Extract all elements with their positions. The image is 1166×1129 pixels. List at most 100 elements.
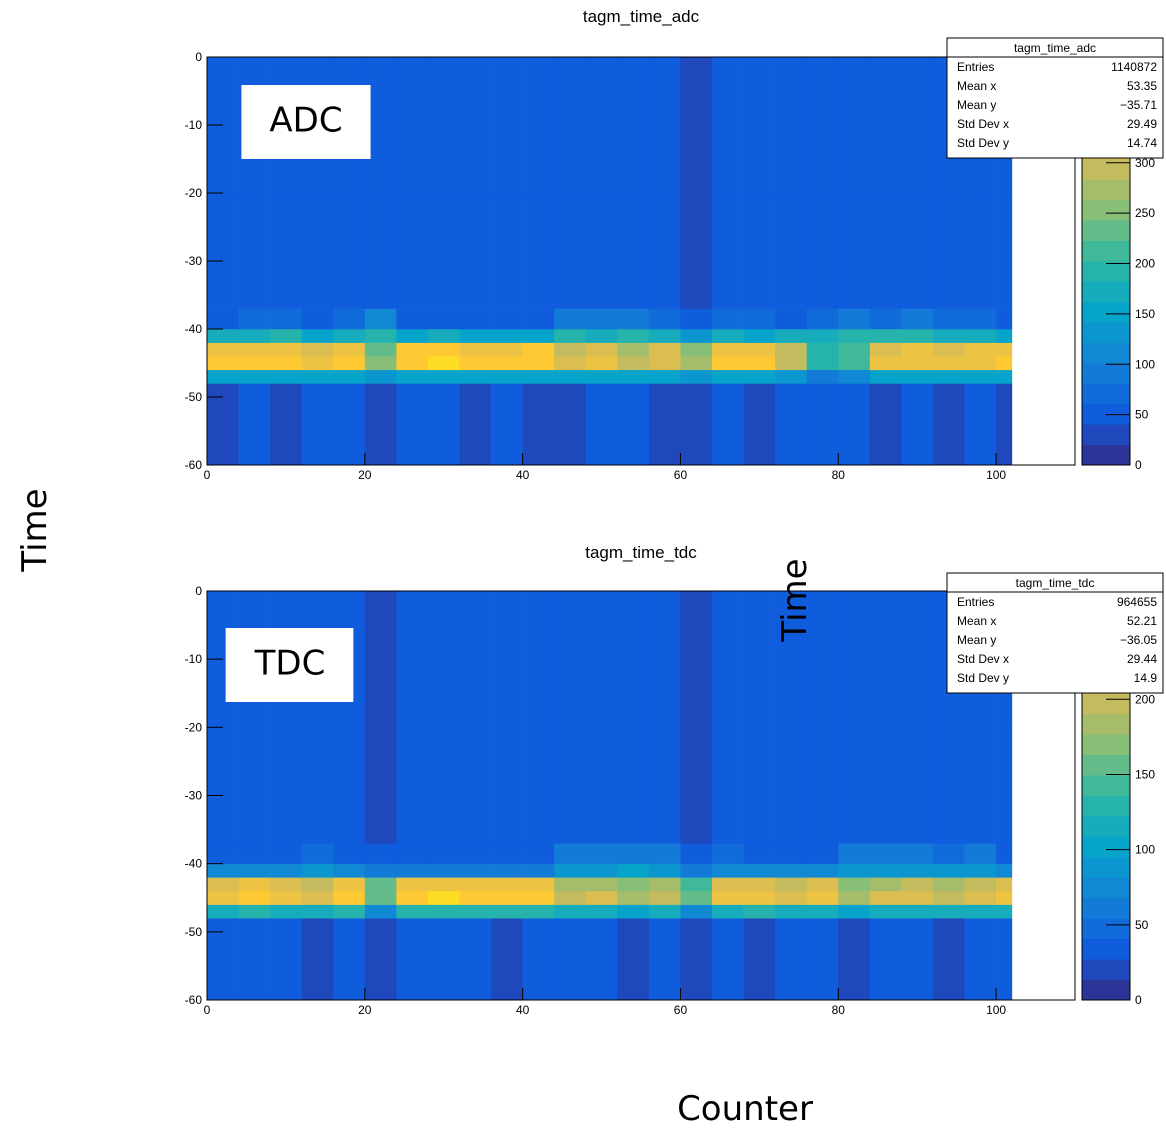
heatmap-cell xyxy=(301,843,334,864)
heatmap-cell xyxy=(996,727,1013,844)
y-tick-label: -50 xyxy=(185,390,203,404)
heatmap-cell xyxy=(364,383,397,466)
heatmap-cell xyxy=(427,890,460,905)
heatmap-cell xyxy=(459,193,492,309)
heatmap-cell xyxy=(396,342,429,357)
heatmap-cell xyxy=(491,843,523,864)
heatmap-cell xyxy=(964,918,997,1001)
stats-value: 14.74 xyxy=(1127,136,1157,150)
heatmap-cell xyxy=(333,918,366,1001)
heatmap-cell xyxy=(491,383,523,466)
heatmap-cell xyxy=(964,877,997,892)
heatmap-cell xyxy=(775,329,808,343)
heatmap-cell xyxy=(648,193,681,309)
colorbar-step xyxy=(1082,815,1130,837)
heatmap-cell xyxy=(838,356,871,371)
heatmap-cell xyxy=(838,918,871,1001)
heatmap-cell xyxy=(207,727,239,844)
colorbar-step xyxy=(1082,795,1130,817)
colorbar-step xyxy=(1082,240,1130,262)
heatmap-cell xyxy=(364,356,397,371)
heatmap-cell xyxy=(554,356,587,371)
annotation-box xyxy=(225,628,354,702)
heatmap-cell xyxy=(396,591,429,728)
heatmap-cell xyxy=(712,843,744,864)
heatmap-cell xyxy=(775,890,808,905)
heatmap-cell xyxy=(427,369,460,384)
heatmap-cell xyxy=(522,843,555,864)
heatmap-cell xyxy=(869,863,902,878)
heatmap-cell xyxy=(648,329,681,343)
heatmap-cell xyxy=(932,342,965,357)
heatmap-cell xyxy=(585,863,618,878)
heatmap-cell xyxy=(301,863,334,878)
heatmap-cell xyxy=(522,57,555,194)
colorbar-tick-label: 250 xyxy=(1135,206,1155,220)
heatmap-cell xyxy=(554,383,587,466)
heatmap-cell xyxy=(396,890,429,905)
heatmap-cell xyxy=(459,918,492,1001)
heatmap-cell xyxy=(554,342,587,357)
heatmap-cell xyxy=(554,57,587,194)
heatmap-cell xyxy=(838,904,871,919)
colorbar-tick-label: 0 xyxy=(1135,993,1142,1007)
heatmap-cell xyxy=(522,369,555,384)
heatmap-cell xyxy=(585,356,618,371)
heatmap-cell xyxy=(932,863,965,878)
heatmap-cell xyxy=(775,356,808,371)
stats-name: Std Dev y xyxy=(957,671,1009,685)
x-tick-label: 60 xyxy=(674,468,688,482)
heatmap-cell xyxy=(648,383,681,466)
colorbar-step xyxy=(1082,444,1130,466)
heatmap-cell xyxy=(522,904,555,919)
colorbar-step xyxy=(1082,979,1130,1001)
heatmap-cell xyxy=(712,727,744,844)
y-tick-label: -60 xyxy=(185,993,203,1007)
heatmap-cell xyxy=(743,843,776,864)
heatmap-cell xyxy=(491,918,523,1001)
heatmap-cell xyxy=(712,890,744,905)
heatmap-cell xyxy=(427,57,460,194)
heatmap-cell xyxy=(207,369,239,384)
heatmap-cell xyxy=(364,193,397,309)
heatmap-cell xyxy=(964,356,997,371)
heatmap-cell xyxy=(648,904,681,919)
heatmap-cell xyxy=(459,329,492,343)
x-tick-label: 100 xyxy=(986,468,1006,482)
heatmap-cell xyxy=(364,329,397,343)
heatmap-cell xyxy=(554,591,587,728)
heatmap-cell xyxy=(806,329,839,343)
heatmap-cell xyxy=(459,383,492,466)
heatmap-cell xyxy=(901,342,934,357)
heatmap-cell xyxy=(333,356,366,371)
stats-name: Mean x xyxy=(957,79,996,93)
heatmap-cell xyxy=(396,308,429,330)
heatmap-cell xyxy=(996,356,1013,371)
heatmap-cell xyxy=(932,329,965,343)
heatmap-cell xyxy=(364,342,397,357)
heatmap-cell xyxy=(901,57,934,194)
heatmap-cell xyxy=(364,863,397,878)
y-tick-label: -50 xyxy=(185,925,203,939)
heatmap-cell xyxy=(869,383,902,466)
stats-value: 1140872 xyxy=(1111,60,1157,74)
heatmap-cell xyxy=(491,727,523,844)
heatmap-cell xyxy=(617,308,650,330)
heatmap-cell xyxy=(427,193,460,309)
heatmap-cell xyxy=(901,329,934,343)
heatmap-cell xyxy=(491,591,523,728)
heatmap-cell xyxy=(364,727,397,844)
heatmap-cell xyxy=(585,383,618,466)
heatmap-cell xyxy=(996,918,1013,1001)
heatmap-cell xyxy=(396,918,429,1001)
heatmap-cell xyxy=(775,342,808,357)
heatmap-cell xyxy=(648,843,681,864)
heatmap-cell xyxy=(364,918,397,1001)
heatmap-cell xyxy=(869,356,902,371)
heatmap-cell xyxy=(585,727,618,844)
heatmap-cell xyxy=(680,342,713,357)
colorbar-step xyxy=(1082,775,1130,796)
heatmap-cell xyxy=(869,591,902,728)
x-tick-label: 20 xyxy=(358,1003,372,1017)
heatmap-cell xyxy=(932,890,965,905)
